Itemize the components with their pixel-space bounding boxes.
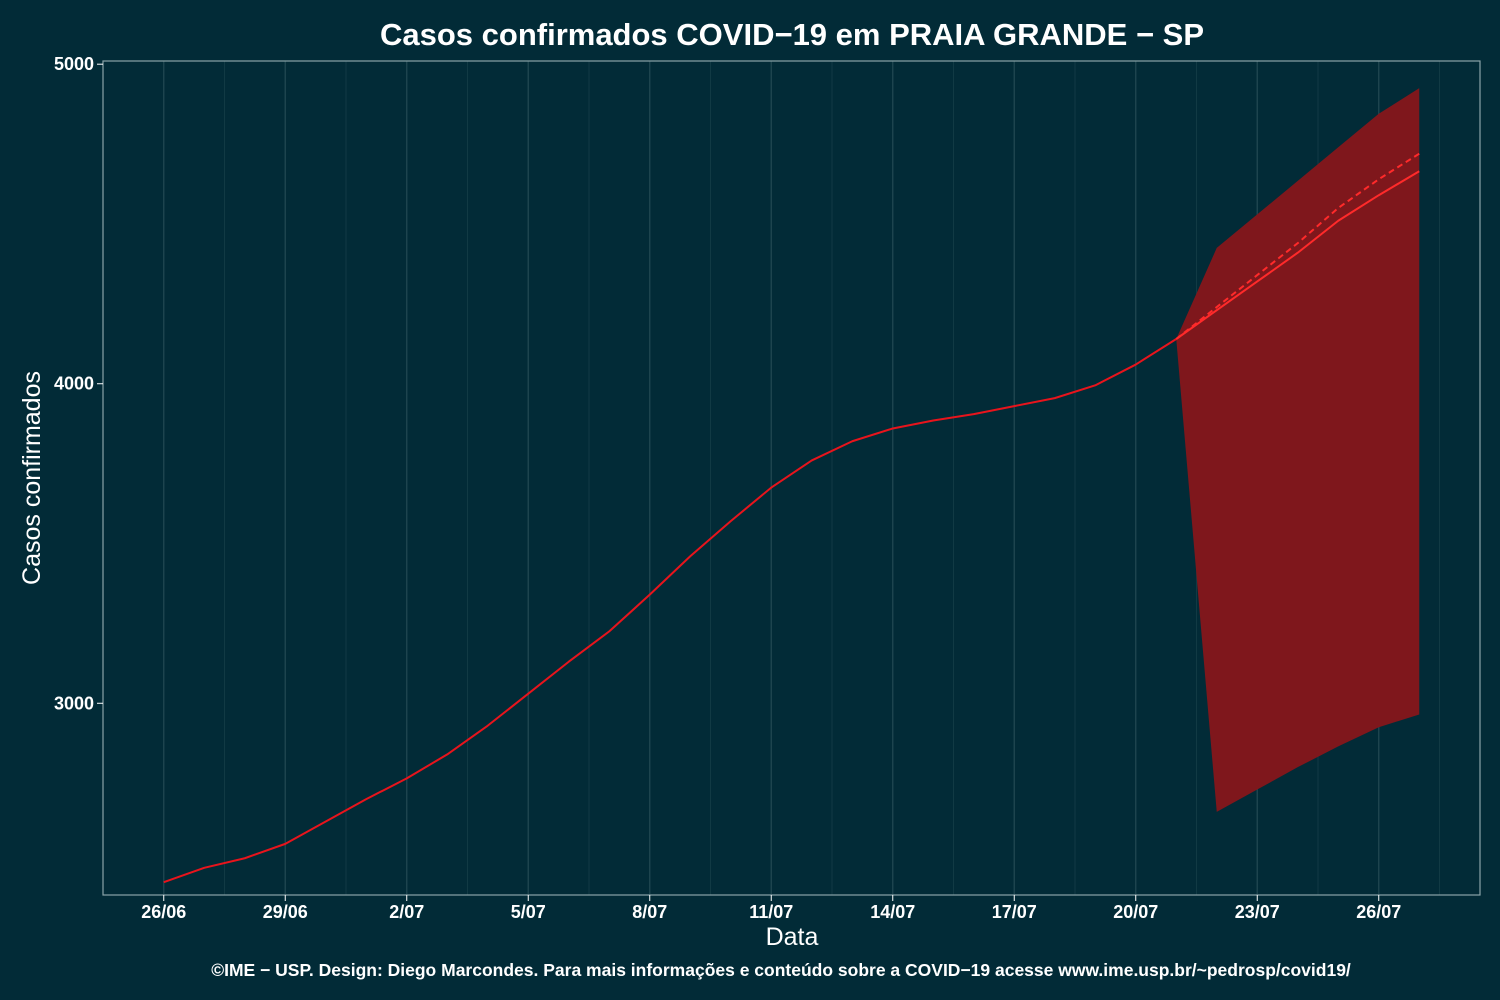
- prediction-interval-area: [1176, 88, 1420, 812]
- x-tick-label: 29/06: [263, 902, 308, 922]
- prediction-band: [1176, 88, 1420, 812]
- x-tick-label: 2/07: [389, 902, 424, 922]
- chart-title: Casos confirmados COVID−19 em PRAIA GRAN…: [380, 17, 1204, 52]
- y-tick-label: 4000: [54, 374, 94, 394]
- x-tick-label: 14/07: [870, 902, 915, 922]
- x-tick-label: 5/07: [511, 902, 546, 922]
- y-axis: 3000 4000 5000: [54, 54, 103, 713]
- panel-border: [102, 60, 1481, 896]
- series-line-forecast: [1175, 170, 1420, 340]
- footer-credits: ©IME − USP. Design: Diego Marcondes. Par…: [211, 960, 1351, 980]
- y-tick-label: 5000: [54, 54, 94, 74]
- x-tick-label: 26/06: [141, 902, 186, 922]
- series-line-observed: [163, 338, 1177, 884]
- x-axis: 26/06 29/06 2/07 5/07 8/07 11/07 14/07 17/07 20/…: [141, 895, 1401, 922]
- x-axis-title: Data: [766, 923, 819, 951]
- series-lines: [163, 152, 1420, 884]
- x-tick-label: 17/07: [992, 902, 1037, 922]
- x-tick-label: 20/07: [1113, 902, 1158, 922]
- x-tick-label: 26/07: [1356, 902, 1401, 922]
- x-tick-label: 8/07: [632, 902, 667, 922]
- x-tick-label: 11/07: [749, 902, 793, 922]
- x-tick-label: 23/07: [1235, 902, 1280, 922]
- y-axis-title: Casos confirmados: [18, 371, 46, 585]
- series-line-forecast-dashed: [1175, 152, 1420, 340]
- y-tick-label: 3000: [54, 693, 94, 713]
